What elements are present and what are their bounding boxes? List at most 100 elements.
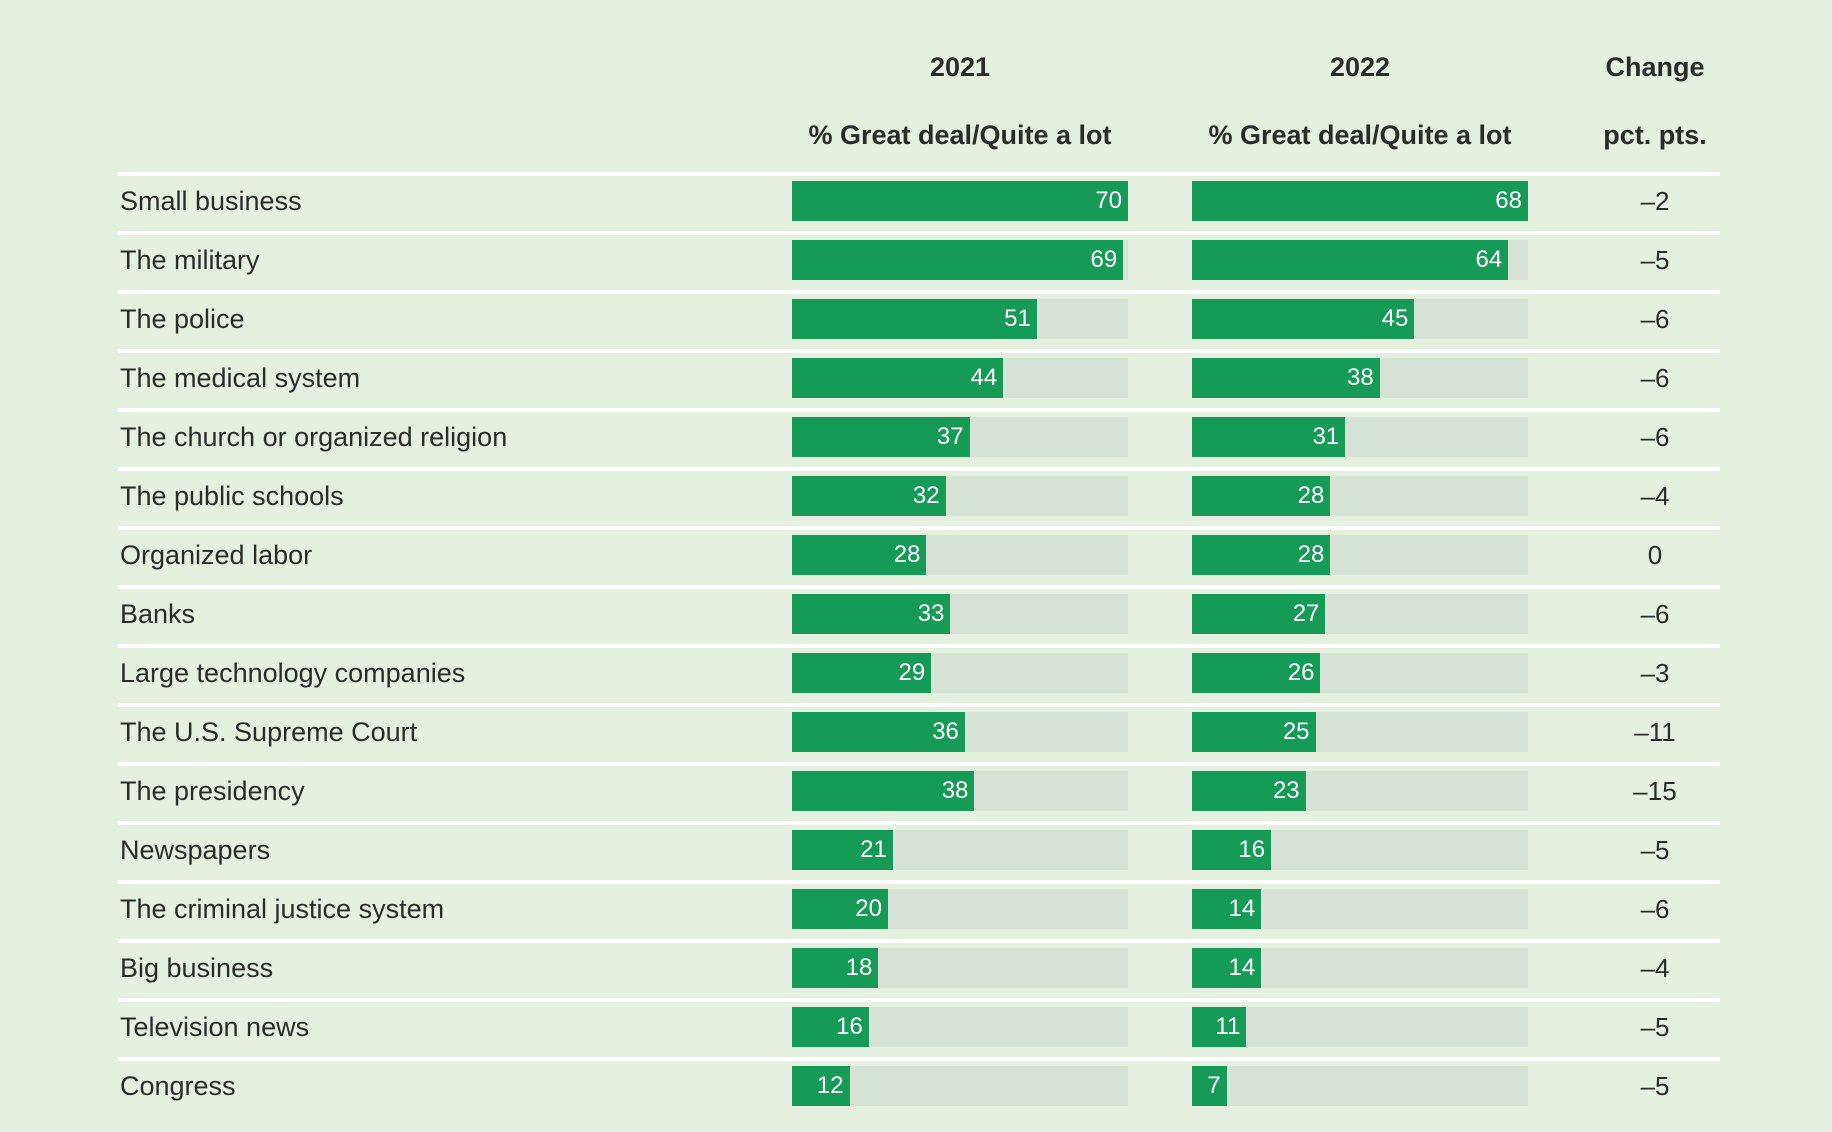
change-value: –6: [1640, 363, 1670, 393]
bar-value-label: 18: [845, 954, 873, 981]
change-value: –5: [1640, 245, 1670, 275]
change-value: –2: [1640, 186, 1670, 216]
bar-value-label: 29: [898, 659, 926, 686]
subheader-2021: % Great deal/Quite a lot: [808, 120, 1112, 150]
bar-value-label: 25: [1282, 718, 1310, 745]
row-separator: [118, 998, 1720, 1002]
bar-2022: 68: [1192, 181, 1528, 221]
change-value: –5: [1640, 835, 1670, 865]
change-value: –3: [1640, 658, 1670, 688]
bar-value-label: 44: [970, 364, 998, 391]
row-label: The police: [120, 304, 245, 334]
bar-track-2022: 7: [1192, 1066, 1528, 1106]
bar-value-label: 45: [1381, 305, 1409, 332]
bar-2022: 28: [1192, 535, 1331, 575]
bar-value-label: 28: [1297, 482, 1325, 509]
bar-track-2022: 68: [1192, 181, 1528, 221]
bar-track-2021: 37: [792, 417, 1128, 457]
bar-2021: 28: [792, 535, 927, 575]
row-label: The criminal justice system: [120, 894, 445, 924]
bar-track-2021: 33: [792, 594, 1128, 634]
bar-track-2021: 28: [792, 535, 1128, 575]
bar-value-label: 37: [936, 423, 964, 450]
bar-track-2021: 36: [792, 712, 1128, 752]
bar-2021: 44: [792, 358, 1004, 398]
bar-track-2022: 28: [1192, 476, 1528, 516]
bar-2021: 29: [792, 653, 932, 693]
header-2022: 2022: [1329, 52, 1391, 82]
change-value: –6: [1640, 894, 1670, 924]
change-value: –5: [1640, 1012, 1670, 1042]
bar-track-2022: 38: [1192, 358, 1528, 398]
row-separator: [118, 821, 1720, 825]
bar-track-2021: 38: [792, 771, 1128, 811]
row-separator: [118, 703, 1720, 707]
bar-2022: 45: [1192, 299, 1415, 339]
bar-2022: 64: [1192, 240, 1509, 280]
bar-2022: 25: [1192, 712, 1316, 752]
row-label: Big business: [120, 953, 274, 983]
change-value: –4: [1640, 953, 1670, 983]
bar-value-label: 38: [941, 777, 969, 804]
change-value: –6: [1640, 422, 1670, 452]
row-label: Organized labor: [120, 540, 313, 570]
row-separator: [118, 526, 1720, 530]
bar-value-label: 36: [932, 718, 959, 745]
bar-track-2021: 18: [792, 948, 1128, 988]
row-label: The military: [120, 245, 260, 275]
bar-2021: 18: [792, 948, 879, 988]
bar-track-2022: 64: [1192, 240, 1528, 280]
row-separator: [118, 939, 1720, 943]
bar-track-2022: 11: [1192, 1007, 1528, 1047]
bar-value-label: 32: [912, 482, 940, 509]
bar-2022: 23: [1192, 771, 1306, 811]
change-value: –4: [1640, 481, 1670, 511]
bar-2022: 11: [1192, 1007, 1247, 1047]
header-2021: 2021: [929, 52, 991, 82]
change-value: –6: [1640, 599, 1670, 629]
bar-2022: 27: [1192, 594, 1326, 634]
bar-track-2021: 70: [792, 181, 1128, 221]
bar-2021: 37: [792, 417, 970, 457]
subheader-change: pct. pts.: [1603, 120, 1707, 150]
row-separator: [118, 585, 1720, 589]
row-label: Newspapers: [120, 835, 271, 865]
bar-value-label: 68: [1495, 187, 1522, 214]
bar-value-label: 28: [1297, 541, 1325, 568]
bar-2022: 28: [1192, 476, 1331, 516]
bar-value-label: 69: [1090, 246, 1118, 273]
header-change: Change: [1605, 52, 1705, 82]
row-separator: [118, 408, 1720, 412]
bar-track-2021: 69: [792, 240, 1128, 280]
row-label: The church or organized religion: [120, 422, 508, 452]
bar-track-2021: 20: [792, 889, 1128, 929]
row-separator: [118, 290, 1720, 294]
bar-2022: 7: [1192, 1066, 1227, 1106]
bar-track-2021: 16: [792, 1007, 1128, 1047]
row-separator: [118, 880, 1720, 884]
bar-2021: 70: [792, 181, 1128, 221]
row-separator: [118, 467, 1720, 471]
bar-value-label: 20: [855, 895, 882, 922]
row-label: Banks: [120, 599, 196, 629]
bar-2021: 69: [792, 240, 1124, 280]
row-separator: [118, 349, 1720, 353]
bar-value-label: 11: [1215, 1013, 1241, 1040]
bar-value-label: 70: [1095, 187, 1122, 214]
bar-value-label: 23: [1272, 777, 1300, 804]
bar-track-2021: 51: [792, 299, 1128, 339]
bar-value-label: 38: [1347, 364, 1374, 391]
bar-track-2021: 32: [792, 476, 1128, 516]
bar-2021: 21: [792, 830, 893, 870]
row-label: The public schools: [120, 481, 344, 511]
row-label: Small business: [120, 186, 302, 216]
bar-2021: 20: [792, 889, 888, 929]
bar-2022: 16: [1192, 830, 1272, 870]
bar-track-2021: 21: [792, 830, 1128, 870]
bar-2021: 32: [792, 476, 946, 516]
row-label: Congress: [120, 1071, 236, 1101]
bar-value-label: 16: [1238, 836, 1266, 863]
bar-track-2022: 45: [1192, 299, 1528, 339]
bar-value-label: 14: [1228, 895, 1256, 922]
bar-value-label: 7: [1207, 1072, 1221, 1099]
